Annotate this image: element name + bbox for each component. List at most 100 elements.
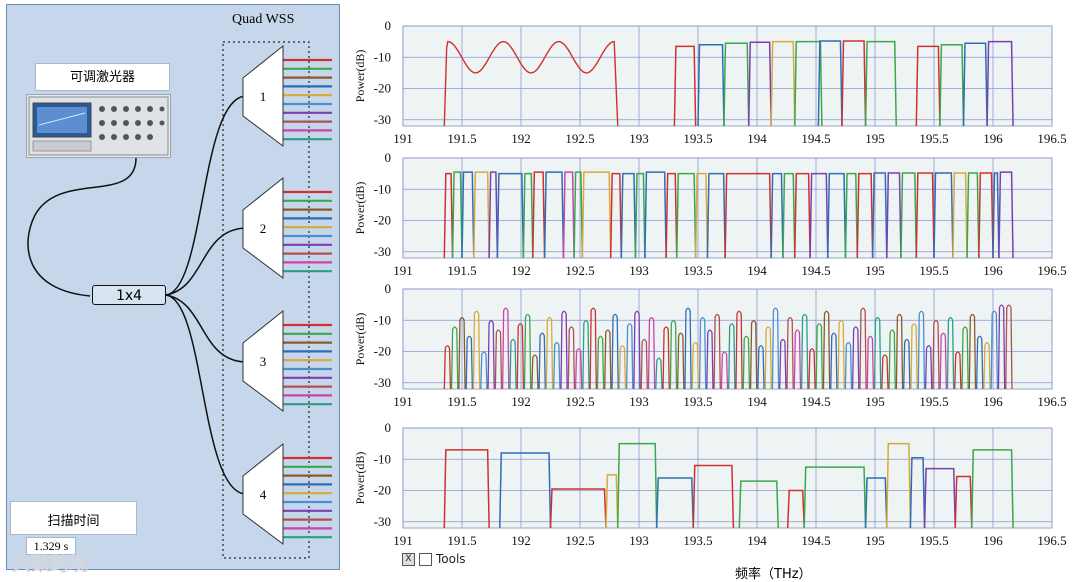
channel-trace [827, 172, 847, 259]
tools-checkbox-empty[interactable] [419, 552, 432, 566]
channel-peak [589, 307, 597, 390]
x-tick-label: 195 [865, 533, 885, 548]
wss-trapezoid-1 [242, 44, 284, 147]
channel-trace [496, 172, 525, 259]
x-tick-label: 196 [983, 263, 1003, 278]
channel-peak [946, 317, 955, 390]
channel-peak [793, 329, 802, 390]
y-tick-label: -10 [374, 49, 391, 64]
y-tick-label: -10 [374, 181, 391, 196]
y-axis-label: Power(dB) [353, 50, 367, 103]
channel-trace [992, 172, 1000, 259]
channel-trace [581, 171, 612, 259]
wss-port-3: 3 [260, 354, 267, 369]
channel-trace [794, 172, 811, 259]
channel-peak [633, 310, 641, 390]
channel-peak [604, 329, 612, 390]
channel-peak [735, 310, 743, 390]
channel-peak [501, 307, 510, 390]
x-tick-label: 193.5 [683, 131, 712, 146]
channel-trace [803, 466, 867, 529]
tunable-laser-label: 可调激光器 [35, 63, 170, 91]
channel-trace [966, 172, 980, 259]
x-tick-label: 195.5 [919, 394, 948, 409]
channel-trace [786, 489, 805, 529]
tools-checkbox-checked[interactable]: X [402, 552, 415, 566]
channel-peak [786, 317, 794, 390]
x-axis-title: 频率（THz） [735, 567, 812, 582]
channel-peak [684, 307, 692, 390]
x-tick-label: 193.5 [683, 263, 712, 278]
y-tick-label: -30 [374, 244, 391, 259]
x-tick-label: 196.5 [1037, 394, 1066, 409]
channel-trace [923, 467, 956, 529]
channel-trace [443, 172, 454, 259]
spectrum-chart-4: 191 191.5 192 192.5 193 193.5 194 194.5 195 195.5… [353, 420, 1067, 548]
channel-peak [932, 320, 940, 390]
channel-peak [1005, 304, 1013, 390]
x-tick-label: 191 [393, 131, 413, 146]
channel-peak [698, 317, 707, 390]
channel-peak [757, 345, 765, 390]
channel-trace [573, 171, 584, 259]
channel-trace [782, 172, 796, 259]
channel-trace [617, 442, 658, 529]
channel-trace [962, 42, 988, 127]
channel-peak [975, 335, 984, 390]
x-tick-label: 194 [747, 533, 767, 548]
y-tick-label: -20 [374, 344, 391, 359]
y-tick-label: -10 [374, 312, 391, 327]
x-tick-label: 192.5 [565, 131, 594, 146]
x-tick-label: 192 [511, 394, 531, 409]
x-tick-label: 192.5 [565, 263, 594, 278]
channel-peak [822, 310, 831, 390]
channel-peak [968, 313, 977, 390]
plot-area [402, 25, 1053, 127]
channel-peak [997, 304, 1006, 390]
x-tick-label: 196.5 [1037, 263, 1066, 278]
x-tick-label: 195 [865, 263, 885, 278]
x-tick-label: 192.5 [565, 394, 594, 409]
y-tick-label: 0 [385, 150, 392, 165]
channel-trace [978, 172, 994, 259]
channel-trace [770, 172, 784, 259]
channel-peak [713, 313, 721, 390]
x-tick-label: 193 [629, 131, 649, 146]
channel-peak [779, 338, 787, 390]
channel-peak [545, 317, 554, 390]
channel-trace [723, 42, 750, 127]
channel-trace [954, 475, 973, 529]
channel-trace [706, 172, 726, 259]
y-tick-label: -20 [374, 81, 391, 96]
channel-trace [909, 456, 926, 529]
channel-peak [538, 332, 546, 390]
x-tick-label: 191 [393, 533, 413, 548]
channel-trace [605, 474, 619, 529]
fiber-bundles [283, 58, 332, 539]
tools-toolbar[interactable]: X Tools [402, 552, 466, 566]
channel-peak [910, 323, 918, 390]
channel-peak [516, 323, 525, 390]
x-tick-label: 193.5 [683, 394, 712, 409]
channel-peak [450, 326, 459, 390]
x-tick-label: 195 [865, 131, 885, 146]
channel-peak [939, 332, 947, 390]
channel-trace [655, 477, 695, 529]
channel-trace [794, 40, 823, 127]
channel-trace [499, 452, 552, 529]
wss-port-2: 2 [260, 221, 267, 236]
channel-peak [662, 326, 670, 390]
channel-trace [694, 172, 709, 259]
x-tick-label: 194.5 [801, 394, 830, 409]
channel-peak [851, 326, 860, 390]
channel-trace [844, 172, 859, 259]
channel-peak [903, 338, 911, 390]
channel-trace [543, 171, 565, 259]
channel-peak [494, 329, 503, 390]
channel-trace [871, 172, 888, 259]
laser-fiber [27, 157, 137, 297]
spectrum-chart-3: 191 191.5 192 192.5 193 193.5 194 194.5 195 195.5… [353, 281, 1067, 409]
y-axis-label: Power(dB) [353, 182, 367, 235]
y-tick-label: 0 [385, 281, 392, 296]
channel-peak [881, 354, 889, 390]
